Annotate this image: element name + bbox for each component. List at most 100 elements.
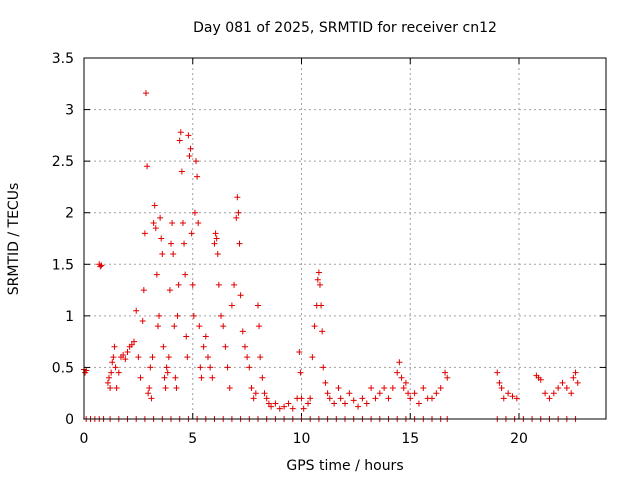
- data-point: [228, 302, 235, 309]
- y-tick-label: 1: [65, 309, 74, 325]
- data-point: [144, 163, 151, 170]
- data-point: [191, 209, 198, 216]
- data-point: [139, 318, 146, 325]
- data-point: [109, 359, 116, 366]
- data-point: [509, 393, 516, 400]
- data-point: [158, 235, 165, 242]
- data-point: [148, 395, 155, 402]
- data-point: [444, 374, 451, 381]
- data-point: [433, 390, 440, 397]
- data-point: [513, 395, 520, 402]
- data-point: [184, 354, 191, 361]
- data-point: [300, 405, 307, 412]
- data-point: [189, 281, 196, 288]
- data-point: [350, 397, 357, 404]
- data-point: [400, 385, 407, 392]
- data-point: [500, 395, 507, 402]
- data-point: [153, 271, 160, 278]
- data-point: [104, 379, 111, 386]
- chart-title: Day 081 of 2025, SRMTID for receiver cn1…: [193, 20, 497, 36]
- data-point: [276, 405, 283, 412]
- data-point: [145, 390, 152, 397]
- data-point: [204, 354, 211, 361]
- data-point: [268, 403, 275, 410]
- x-tick-label: 20: [510, 431, 528, 447]
- data-point: [128, 341, 135, 348]
- data-point: [97, 263, 104, 270]
- data-point: [420, 385, 427, 392]
- data-point: [494, 369, 501, 376]
- data-point: [111, 343, 118, 350]
- data-point: [498, 385, 505, 392]
- data-point: [429, 395, 435, 402]
- data-point: [113, 385, 120, 392]
- data-point: [255, 302, 261, 309]
- data-point: [146, 385, 153, 392]
- data-point: [568, 390, 575, 397]
- y-axis-label: SRMTID / TECUs: [6, 183, 22, 296]
- data-point: [389, 385, 396, 392]
- data-point: [398, 374, 405, 381]
- data-point: [175, 281, 182, 288]
- data-point: [311, 323, 318, 330]
- data-point: [164, 369, 171, 376]
- data-point: [322, 379, 329, 386]
- data-point: [215, 281, 222, 288]
- data-point: [337, 395, 344, 402]
- data-point: [359, 395, 366, 402]
- data-point: [177, 129, 184, 136]
- data-point: [342, 400, 348, 407]
- data-point: [226, 385, 233, 392]
- data-point: [211, 240, 218, 247]
- data-point: [196, 323, 203, 330]
- data-point: [237, 292, 244, 299]
- data-point: [156, 312, 163, 319]
- data-point: [222, 343, 229, 350]
- data-point: [187, 145, 194, 152]
- data-point: [135, 354, 142, 361]
- data-point: [161, 374, 168, 381]
- data-point: [120, 352, 127, 359]
- data-point: [202, 333, 209, 340]
- data-point: [285, 400, 292, 407]
- plot-border: [83, 57, 607, 420]
- data-point: [150, 220, 157, 227]
- data-point: [195, 220, 202, 227]
- data-point: [542, 390, 549, 397]
- data-point: [169, 220, 176, 227]
- data-point: [396, 359, 403, 366]
- data-point: [108, 369, 115, 376]
- grid: [84, 58, 606, 419]
- x-tick-label: 10: [293, 431, 311, 447]
- data-point: [281, 403, 288, 410]
- data-point: [182, 271, 189, 278]
- data-point: [178, 168, 185, 175]
- data-point: [181, 240, 188, 247]
- data-point: [437, 385, 444, 392]
- data-point: [239, 328, 246, 335]
- data-point: [142, 90, 149, 97]
- data-point: [98, 262, 105, 269]
- data-point: [309, 354, 316, 361]
- data-point: [496, 379, 503, 386]
- data-point: [505, 390, 512, 397]
- data-point: [110, 354, 117, 361]
- data-point: [157, 214, 164, 221]
- data-point: [415, 400, 422, 407]
- y-tick-label: 2: [65, 206, 74, 222]
- data-point: [259, 374, 266, 381]
- data-point: [236, 240, 243, 247]
- data-point: [246, 364, 253, 371]
- data-point: [572, 369, 579, 376]
- data-point: [194, 173, 201, 180]
- data-point: [335, 385, 342, 392]
- data-point: [394, 369, 401, 376]
- data-point: [570, 374, 577, 381]
- data-point: [265, 400, 272, 407]
- data-point: [319, 328, 326, 335]
- data-point: [140, 287, 147, 294]
- data-point: [174, 312, 181, 319]
- data-point: [141, 230, 148, 237]
- data-point: [331, 400, 338, 407]
- data-point: [197, 364, 204, 371]
